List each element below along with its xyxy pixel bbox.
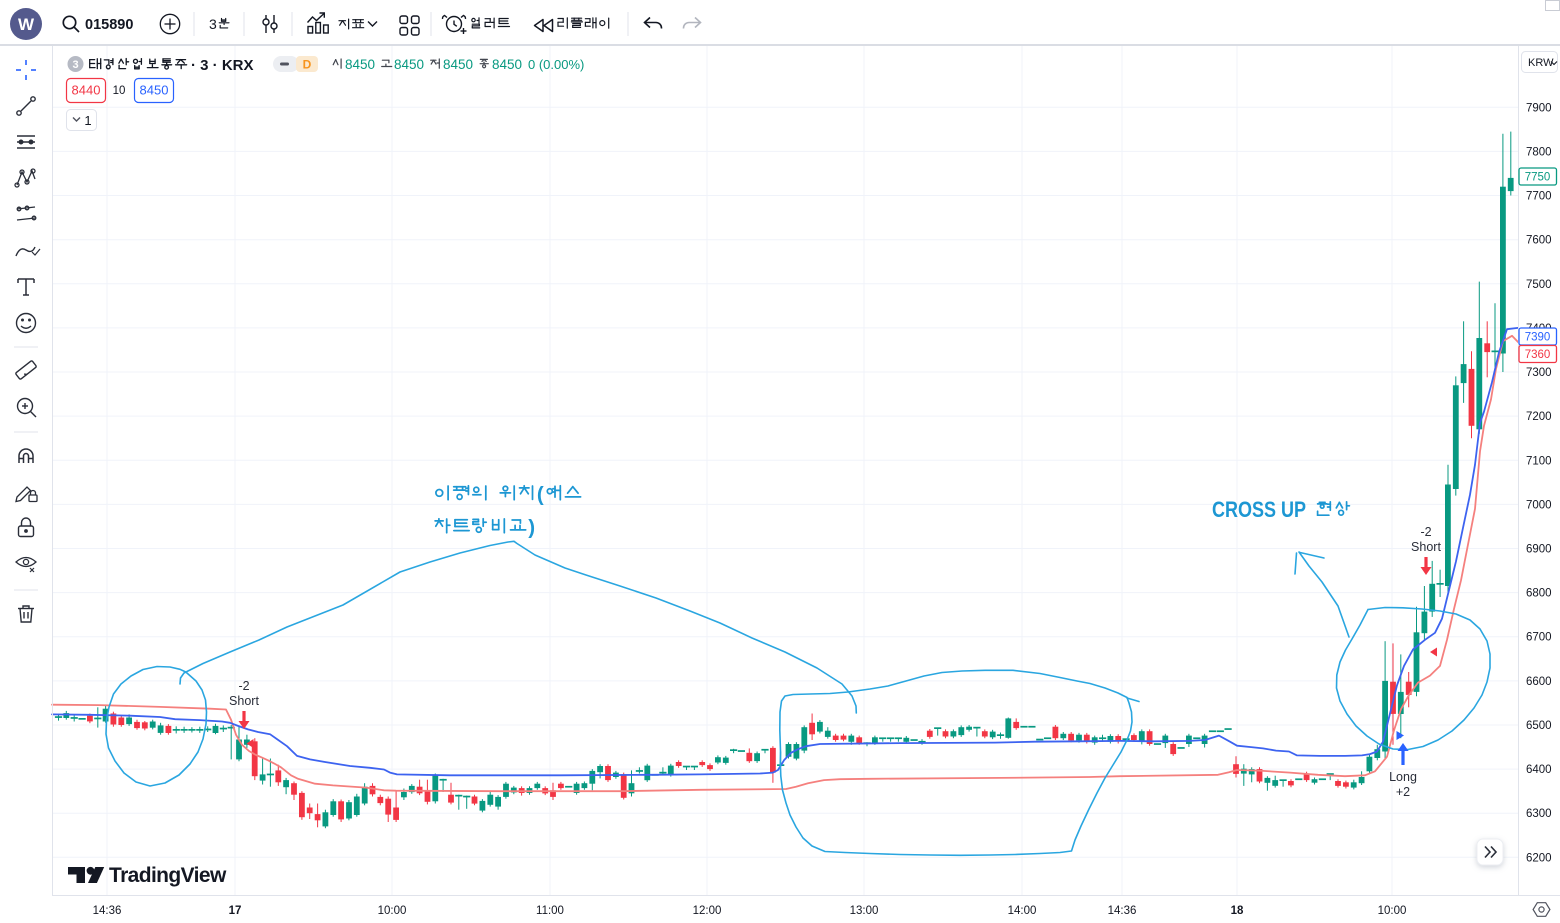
svg-text:+2: +2 [1396,785,1410,799]
svg-text:(: ( [537,483,544,506]
svg-text:14:36: 14:36 [93,905,122,917]
svg-text:KRW: KRW [1528,57,1554,69]
svg-text:TradingView: TradingView [109,864,227,887]
svg-text:): ) [528,516,535,539]
svg-text:8450: 8450 [140,83,169,98]
svg-text:6300: 6300 [1526,808,1552,820]
svg-text:3: 3 [72,59,78,71]
svg-text:7900: 7900 [1526,102,1552,114]
svg-text:10: 10 [113,85,126,97]
svg-text:7800: 7800 [1526,146,1552,158]
svg-text:6900: 6900 [1526,544,1552,556]
svg-text:11:00: 11:00 [536,905,564,917]
svg-text:10:00: 10:00 [378,905,407,917]
svg-text:6500: 6500 [1526,720,1552,732]
svg-text:8450: 8450 [394,57,424,72]
svg-text:10:00: 10:00 [1378,905,1407,917]
svg-text:7700: 7700 [1526,191,1552,203]
svg-text:7390: 7390 [1525,332,1551,344]
svg-text:8440: 8440 [72,83,101,98]
svg-text:7600: 7600 [1526,235,1552,247]
svg-text:8450: 8450 [443,57,473,72]
svg-text:6700: 6700 [1526,632,1552,644]
svg-text:015890: 015890 [85,17,133,33]
svg-text:14:00: 14:00 [1008,905,1037,917]
svg-text:-2: -2 [1420,525,1431,539]
svg-text:3: 3 [209,16,217,32]
svg-text:7000: 7000 [1526,499,1552,511]
svg-text:7750: 7750 [1525,172,1551,184]
svg-text:12:00: 12:00 [693,905,722,917]
svg-text:6600: 6600 [1526,676,1552,688]
svg-text:7500: 7500 [1526,279,1552,291]
svg-text:14:36: 14:36 [1108,905,1137,917]
svg-text:Short: Short [1411,540,1441,554]
svg-text:6400: 6400 [1526,764,1552,776]
svg-text:18: 18 [1231,905,1244,917]
svg-text:1: 1 [84,113,91,128]
svg-text:0 (0.00%): 0 (0.00%) [528,57,584,72]
svg-text:W: W [18,15,35,34]
svg-text:CROSS UP: CROSS UP [1212,497,1306,522]
svg-text:7200: 7200 [1526,411,1552,423]
svg-text:7300: 7300 [1526,367,1552,379]
svg-text:Short: Short [229,694,259,708]
svg-text:· 3 · KRX: · 3 · KRX [191,57,254,74]
svg-text:13:00: 13:00 [850,905,879,917]
svg-text:8450: 8450 [345,57,375,72]
svg-text:7360: 7360 [1525,349,1551,361]
svg-text:6800: 6800 [1526,588,1552,600]
svg-text:7100: 7100 [1526,455,1552,467]
svg-text:8450: 8450 [492,57,522,72]
svg-text:6200: 6200 [1526,852,1552,864]
svg-text:17: 17 [229,905,242,917]
svg-text:Long: Long [1389,770,1417,784]
svg-text:-2: -2 [238,679,249,693]
svg-text:D: D [303,58,312,72]
